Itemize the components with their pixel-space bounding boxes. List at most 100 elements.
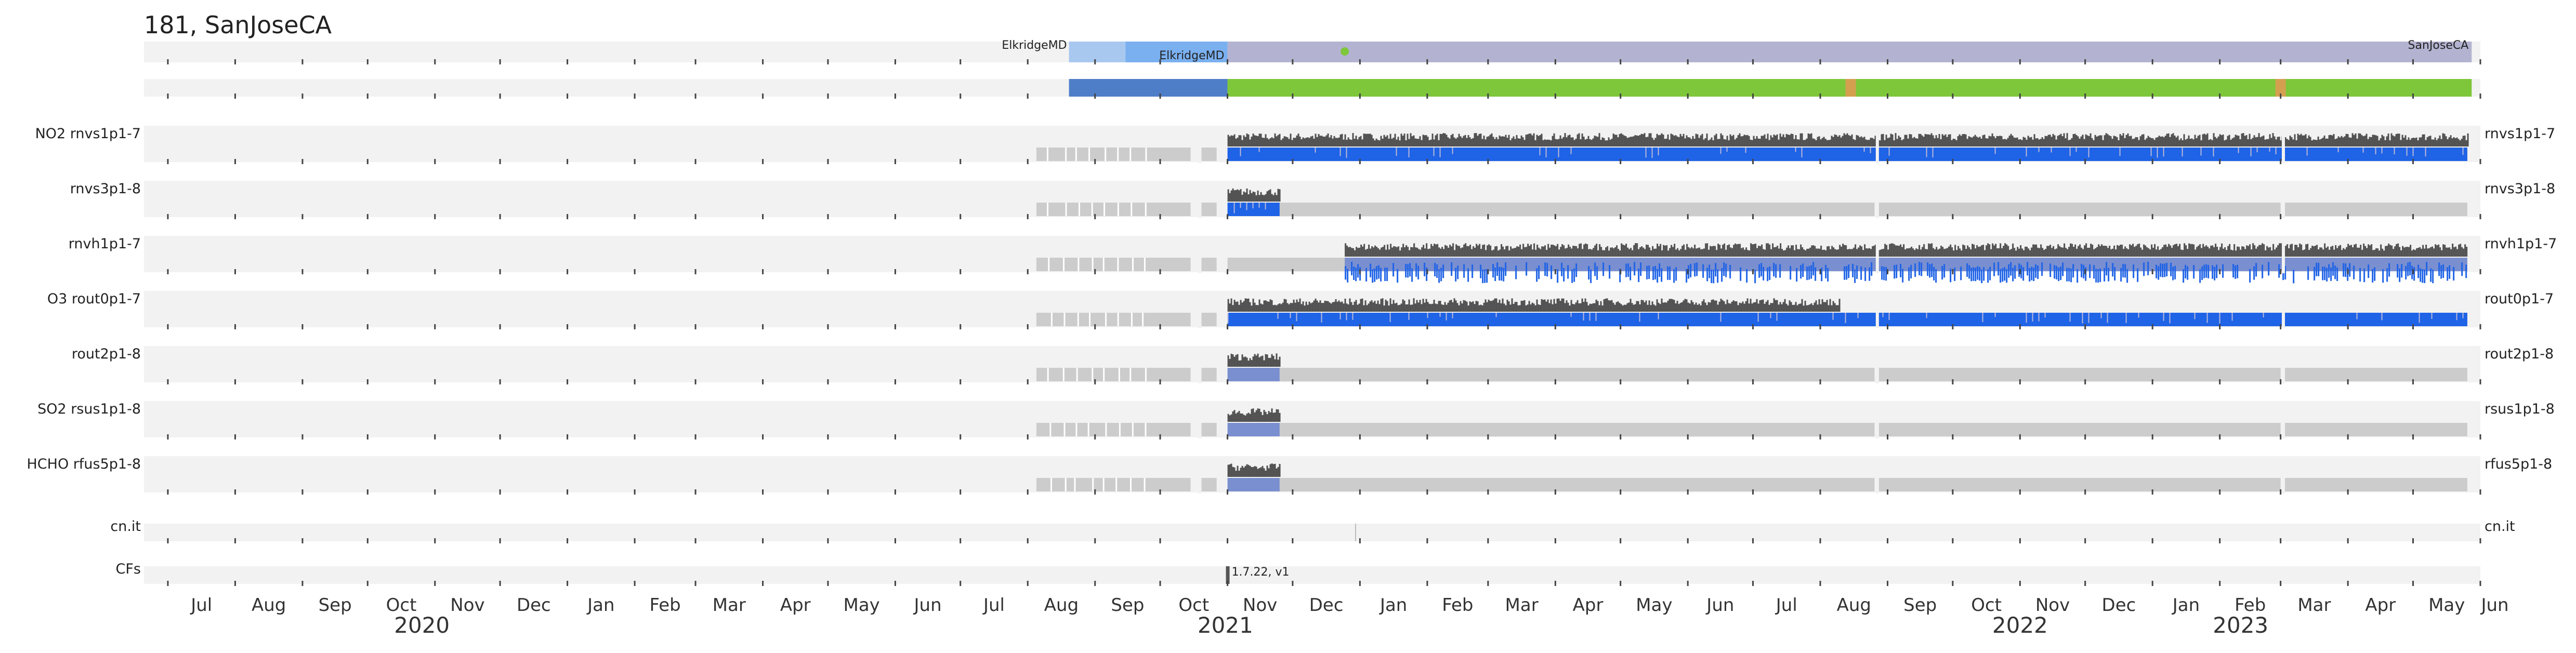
dark-bar [1522, 137, 1524, 146]
blue-spike [1629, 266, 1632, 281]
dark-bar [1229, 303, 1231, 312]
dark-bar [1728, 303, 1730, 312]
dark-bar [1517, 305, 1519, 312]
dark-bar [2386, 136, 2388, 146]
dark-bar [1732, 300, 1734, 312]
dark-bar [1251, 136, 1253, 146]
dark-bar [1842, 244, 1844, 257]
dark-bar [1279, 412, 1281, 422]
dark-bar [2291, 137, 2293, 146]
dark-bar [2182, 250, 2184, 257]
dark-bar [1519, 305, 1521, 312]
dark-bar [2053, 246, 2055, 257]
dark-bar [1683, 244, 1685, 257]
dark-bar [1566, 137, 1568, 146]
gap-line [1102, 478, 1105, 491]
dark-bar [2350, 245, 2352, 257]
blue-texture [1589, 313, 1591, 321]
dark-bar [1230, 414, 1232, 422]
dark-bar [1952, 138, 1954, 146]
dark-bar [1772, 243, 1774, 257]
dark-bar [2302, 135, 2304, 146]
dark-bar [2335, 245, 2337, 257]
dark-bar [1286, 137, 1289, 146]
dark-bar [1492, 300, 1494, 312]
dark-bar [1266, 414, 1268, 422]
dark-bar [1692, 248, 1694, 257]
dark-bar [1660, 244, 1662, 257]
dark-bar [1846, 133, 1848, 146]
dark-bar [2158, 136, 2160, 146]
dark-bar [1754, 302, 1756, 312]
month-tick-label: Jan [586, 595, 614, 616]
blue-texture [1233, 203, 1235, 214]
dark-bar [1237, 301, 1239, 312]
dark-bar [2454, 138, 2456, 146]
dark-bar [2039, 248, 2041, 257]
dark-bar [1871, 138, 1873, 146]
blue-spike [2324, 266, 2326, 281]
blue-spike [1625, 263, 1627, 277]
dark-bar [1447, 137, 1449, 146]
dark-bar [1789, 135, 1791, 146]
blue-spike [1451, 262, 1453, 276]
dark-bar [1785, 134, 1788, 146]
dark-bar [1416, 139, 1418, 146]
dark-bar [1684, 299, 1686, 312]
dark-bar [1614, 304, 1616, 312]
dark-bar [2233, 244, 2236, 257]
blue-texture [2275, 148, 2277, 155]
dark-bar [2253, 135, 2255, 146]
blue-spike [2447, 267, 2449, 281]
gap-line [1092, 478, 1094, 491]
dark-bar [1232, 188, 1234, 202]
blue-spike [1711, 269, 1713, 283]
dark-bar [2345, 134, 2347, 146]
blue-texture [2107, 313, 2108, 323]
blue-spike [1640, 262, 1642, 276]
dark-bar [2178, 140, 2180, 146]
dark-bar [1563, 245, 1565, 257]
dark-bar [2143, 244, 2145, 257]
blue-spike [2093, 265, 2095, 279]
dark-bar [1828, 140, 1830, 146]
blue-texture [1539, 148, 1541, 156]
dark-bar [1520, 301, 1522, 312]
data-gap [1875, 186, 1879, 218]
gap-line [1129, 148, 1132, 161]
dark-bar [2002, 139, 2004, 146]
dark-bar [2421, 248, 2423, 257]
dark-bar [2010, 249, 2013, 257]
dark-bar [2078, 246, 2080, 257]
dark-bar [2110, 249, 2112, 257]
dark-bar [2342, 137, 2344, 146]
dark-bar [2186, 138, 2188, 146]
dark-bar [2008, 136, 2010, 146]
dark-bar [1963, 134, 1965, 146]
dark-bar [1441, 304, 1443, 312]
dark-bar [1445, 135, 1448, 146]
dark-bar [1653, 304, 1655, 312]
dark-bar [1995, 244, 1997, 257]
dark-bar [2235, 135, 2237, 146]
blue-spike [1754, 270, 1756, 284]
dark-bar [1686, 244, 1688, 257]
dark-bar [1477, 245, 1479, 257]
gap-line [1105, 313, 1107, 326]
dark-bar [1606, 140, 1608, 146]
dark-bar [1668, 139, 1671, 146]
dark-bar [1385, 299, 1387, 312]
dark-bar [1883, 248, 1885, 257]
dark-bar [1322, 136, 1324, 146]
dark-bar [1868, 140, 1870, 146]
row-label-right: rnvs3p1-8 [2485, 181, 2555, 197]
blue-spike [2162, 263, 2164, 277]
dark-bar [1835, 305, 1837, 312]
dark-bar [1539, 135, 1541, 146]
dark-bar [1873, 139, 1875, 146]
dark-bar [1704, 138, 1706, 146]
dark-bar [1717, 139, 1719, 146]
dark-bar [1608, 250, 1610, 257]
row-label-left: O3 rout0p1-7 [47, 291, 141, 307]
dark-bar [1244, 298, 1246, 312]
